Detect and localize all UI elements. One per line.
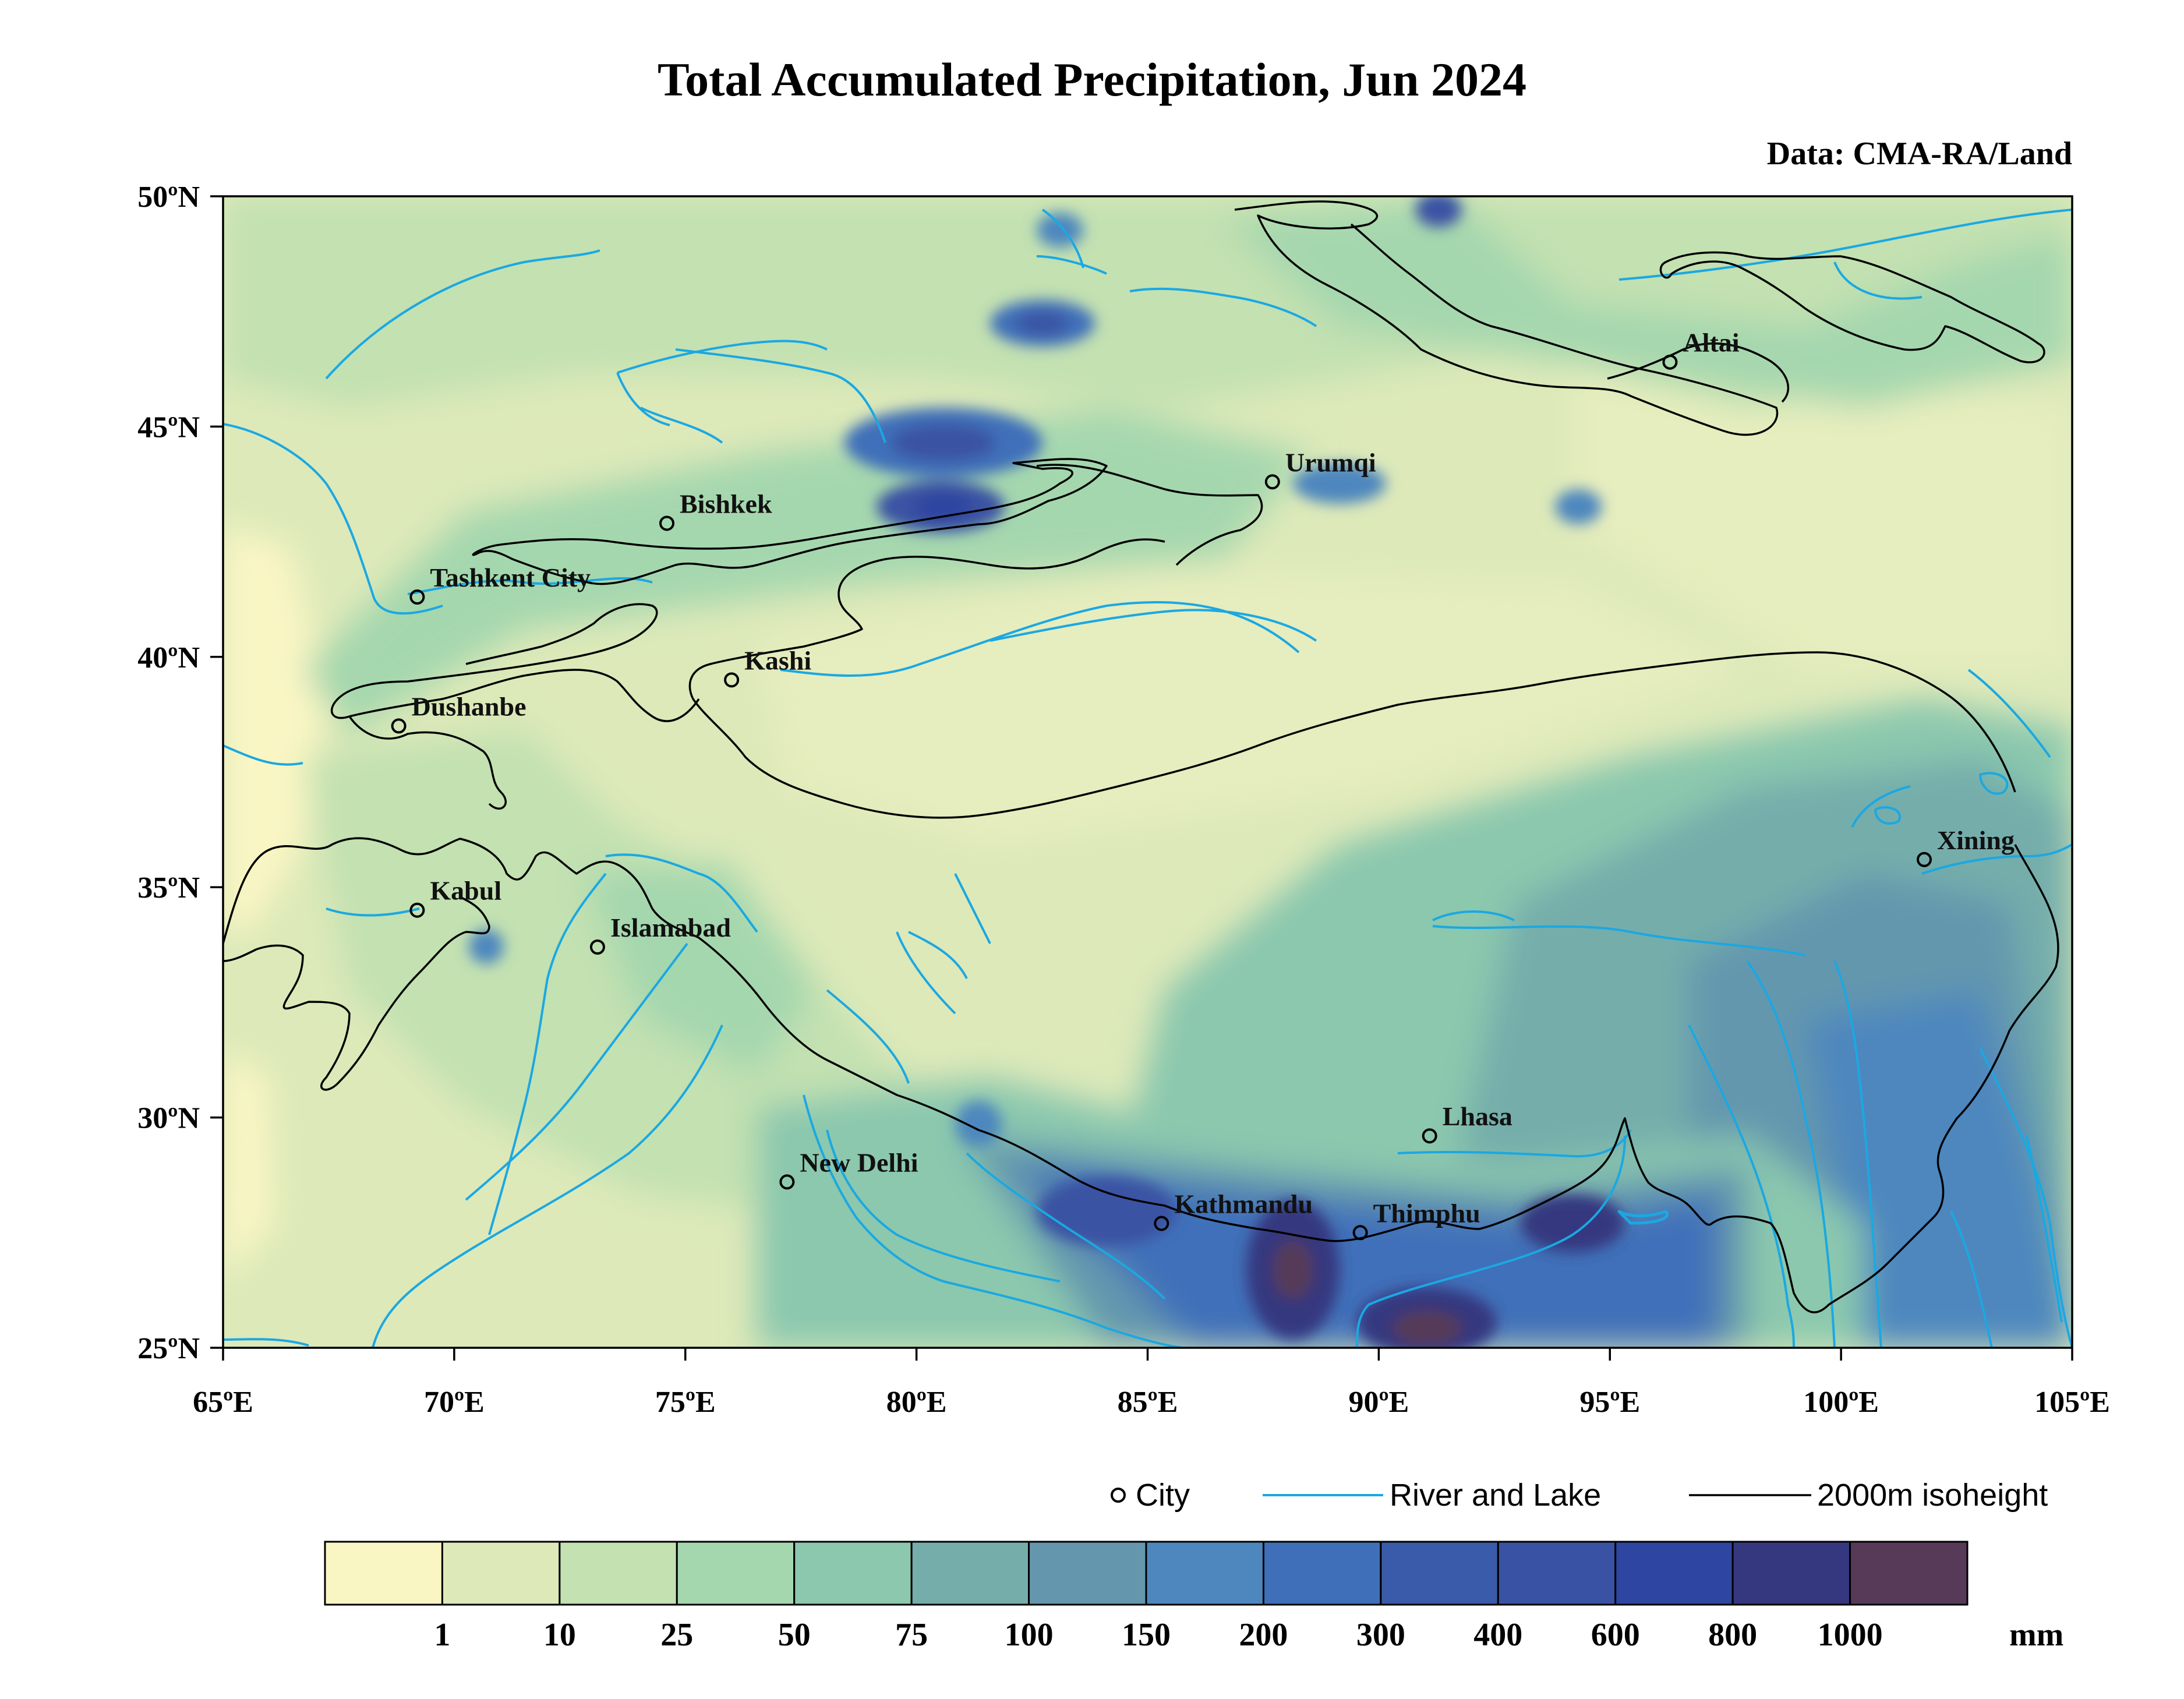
- city-marker: [589, 939, 605, 955]
- city-label: Tashkent City: [430, 563, 591, 592]
- city-marker: [779, 1174, 795, 1190]
- colorbar-swatch: [676, 1541, 796, 1606]
- legend-city-label: City: [1136, 1478, 1190, 1513]
- colorbar-swatch: [1614, 1541, 1734, 1606]
- lon-tick-label: 75ºE: [655, 1386, 716, 1419]
- colorbar-tick-label: 75: [895, 1617, 928, 1653]
- map-title: Total Accumulated Precipitation, Jun 202…: [657, 53, 1526, 106]
- city-marker: [659, 515, 674, 531]
- colorbar-swatch: [441, 1541, 561, 1606]
- city-marker: [1662, 354, 1678, 370]
- city-label: Kabul: [430, 876, 501, 906]
- precipitation-field: [223, 196, 2072, 1348]
- colorbar-tick-label: 600: [1591, 1617, 1640, 1653]
- city-marker: [1422, 1128, 1437, 1144]
- lat-tick-label: 40ºN: [137, 641, 200, 674]
- colorbar-tick-label: 150: [1122, 1617, 1171, 1653]
- city-marker: [409, 902, 425, 918]
- city-legend-symbol: [1111, 1488, 1126, 1503]
- colorbar-swatch: [324, 1541, 443, 1606]
- city-label: Thimphu: [1373, 1198, 1480, 1228]
- map-legend: City River and Lake 2000m isoheight: [1111, 1478, 2048, 1513]
- city-label: Urumqi: [1285, 447, 1376, 477]
- lon-tick-label: 105ºE: [2034, 1386, 2110, 1419]
- colorbar-tick-label: 1000: [1818, 1617, 1883, 1653]
- city-label: Dushanbe: [412, 691, 526, 721]
- city-marker: [1154, 1216, 1169, 1231]
- lat-tick-label: 45ºN: [137, 411, 200, 444]
- city-label: Islamabad: [610, 913, 731, 942]
- colorbar: 1 10 25 50 75 100 150 200 300 400 600 800 1000: [324, 1541, 1969, 1653]
- colorbar-swatch: [1497, 1541, 1617, 1606]
- city-label: Altai: [1683, 328, 1739, 358]
- colorbar-swatch: [793, 1541, 913, 1606]
- lon-tick-label: 90ºE: [1348, 1386, 1409, 1419]
- city-label: New Delhi: [800, 1147, 918, 1177]
- city-label: Lhasa: [1443, 1101, 1512, 1131]
- colorbar-tick-label: 800: [1708, 1617, 1757, 1653]
- rivers-and-lakes: [223, 209, 2072, 1348]
- longitude-axis: 65ºE 70ºE 75ºE 80ºE 85ºE 90ºE 95ºE 100ºE 105ºE: [193, 1348, 2110, 1419]
- lon-tick-label: 100ºE: [1803, 1386, 1879, 1419]
- colorbar-tick-label: 400: [1473, 1617, 1522, 1653]
- city-label: Bishkek: [680, 489, 772, 518]
- colorbar-swatch: [1849, 1541, 1969, 1606]
- colorbar-unit: mm: [2009, 1617, 2063, 1653]
- lon-tick-label: 85ºE: [1118, 1386, 1178, 1419]
- city-markers: Altai Urumqi Bishkek Tashkent City Kashi Dush…: [391, 328, 2015, 1241]
- lon-tick-label: 95ºE: [1579, 1386, 1640, 1419]
- colorbar-tick-label: 10: [543, 1617, 576, 1653]
- colorbar-tick-label: 1: [434, 1617, 450, 1653]
- colorbar-swatch: [1380, 1541, 1499, 1606]
- colorbar-swatch: [1262, 1541, 1382, 1606]
- city-marker: [1264, 474, 1280, 490]
- colorbar-tick-label: 300: [1356, 1617, 1405, 1653]
- colorbar-tick-label: 50: [778, 1617, 811, 1653]
- city-marker: [391, 718, 407, 734]
- colorbar-swatch: [1028, 1541, 1147, 1606]
- city-marker: [1917, 852, 1932, 867]
- legend-river-label: River and Lake: [1390, 1478, 1601, 1513]
- lat-tick-label: 25ºN: [137, 1332, 200, 1365]
- colorbar-swatch: [1145, 1541, 1264, 1606]
- lat-tick-label: 35ºN: [137, 871, 200, 905]
- colorbar-swatch: [910, 1541, 1030, 1606]
- colorbar-tick-label: 25: [660, 1617, 693, 1653]
- colorbar-swatch: [559, 1541, 678, 1606]
- lon-tick-label: 80ºE: [886, 1386, 947, 1419]
- colorbar-swatch: [1731, 1541, 1851, 1606]
- city-label: Kathmandu: [1174, 1189, 1313, 1218]
- city-label: Kashi: [744, 645, 811, 675]
- lat-tick-label: 30ºN: [137, 1102, 200, 1135]
- isoheight-2000m: [223, 200, 2059, 1313]
- city-label: Xining: [1937, 825, 2015, 855]
- colorbar-tick-label: 200: [1239, 1617, 1288, 1653]
- data-source: Data: CMA-RA/Land: [1766, 136, 2072, 172]
- lon-tick-label: 70ºE: [424, 1386, 485, 1419]
- city-marker: [724, 672, 740, 688]
- legend-isoheight-label: 2000m isoheight: [1817, 1478, 2048, 1513]
- city-marker: [1352, 1225, 1368, 1241]
- city-marker: [409, 589, 425, 605]
- lon-tick-label: 65ºE: [193, 1386, 253, 1419]
- lat-tick-label: 50ºN: [137, 181, 200, 214]
- colorbar-tick-label: 100: [1005, 1617, 1054, 1653]
- latitude-axis: 50ºN 45ºN 40ºN 35ºN 30ºN 25ºN: [137, 181, 223, 1365]
